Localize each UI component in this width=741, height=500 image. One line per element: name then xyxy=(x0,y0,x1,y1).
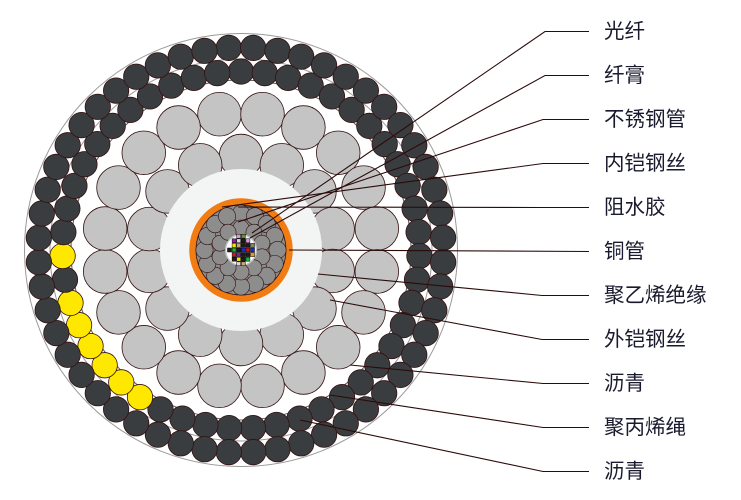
svg-text:铜管: 铜管 xyxy=(604,240,645,263)
svg-text:沥青: 沥青 xyxy=(604,372,645,395)
svg-text:阻水胶: 阻水胶 xyxy=(604,196,666,219)
svg-text:沥青: 沥青 xyxy=(604,460,645,483)
svg-text:光纤: 光纤 xyxy=(604,20,645,43)
svg-text:内铠钢丝: 内铠钢丝 xyxy=(604,152,686,175)
svg-text:聚丙烯绳: 聚丙烯绳 xyxy=(604,416,686,439)
svg-text:纤膏: 纤膏 xyxy=(604,64,645,87)
svg-text:不锈钢管: 不锈钢管 xyxy=(604,108,686,131)
svg-text:外铠钢丝: 外铠钢丝 xyxy=(604,328,686,351)
svg-text:聚乙烯绝缘: 聚乙烯绝缘 xyxy=(604,284,707,307)
